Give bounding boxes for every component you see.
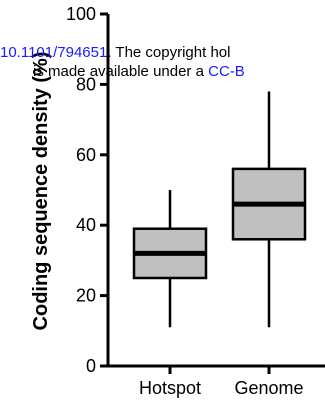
y-tick-label: 40 <box>76 215 96 235</box>
y-tick-label: 100 <box>66 4 96 24</box>
y-tick-label: 80 <box>76 74 96 94</box>
y-axis-label: Coding sequence density (%) <box>30 52 52 331</box>
y-tick-label: 20 <box>76 286 96 306</box>
y-tick-label: 60 <box>76 145 96 165</box>
x-tick-label-genome: Genome <box>234 378 303 398</box>
preprint-overlay: 10.1101/794651. The copyright hol is mad… <box>0 44 245 80</box>
svg-text:is made available under a CC-B: is made available under a CC-B <box>33 63 245 80</box>
overlay-license-link[interactable]: CC-B <box>208 63 245 80</box>
x-tick-label-hotspot: Hotspot <box>139 378 201 398</box>
overlay-copyright-text: . The copyright hol <box>107 44 230 61</box>
plot-area: 0 20 40 60 80 100 Hotspot Genome <box>66 4 325 398</box>
svg-text:10.1101/794651. The copyright: 10.1101/794651. The copyright hol <box>0 44 230 61</box>
overlay-license-text: is made available under a <box>33 63 208 80</box>
overlay-doi-link[interactable]: 10.1101/794651 <box>0 44 107 61</box>
y-tick-label: 0 <box>86 356 96 376</box>
